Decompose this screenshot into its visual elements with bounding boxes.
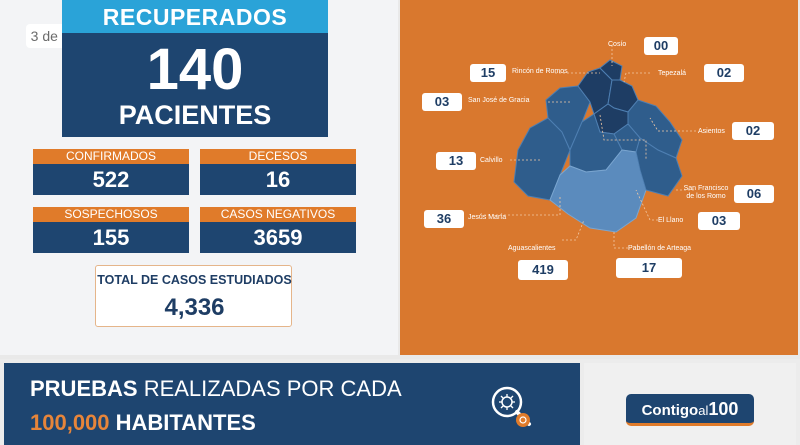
stat-value: 16	[265, 167, 291, 192]
bottom-line-1-bold: PRUEBAS	[30, 376, 138, 401]
brand-part-1: Contigo	[641, 402, 699, 419]
stat-decesos: DECESOS 16	[200, 149, 356, 195]
region-cosio	[599, 59, 623, 81]
label-jesus-maria: Jesús María	[468, 214, 507, 221]
stat-label: CONFIRMADOS	[33, 149, 189, 164]
stat-label: SOSPECHOSOS	[33, 207, 189, 222]
brand-part-3: 100	[708, 399, 739, 419]
label-pabellon-de-arteaga: Pabellón de Arteaga	[628, 245, 692, 252]
brand-part-2: al	[698, 403, 709, 418]
bottom-line-1: PRUEBAS REALIZADAS POR CADA	[30, 376, 402, 402]
contigo-al-100-logo: Contigoal100	[626, 394, 754, 426]
recuperados-card: RECUPERADOS 140 PACIENTES	[62, 0, 328, 137]
bottom-line-1-rest: REALIZADAS POR CADA	[137, 376, 402, 401]
label-rincon-de-romos: Rincón de Romos	[512, 68, 568, 75]
recuperados-count: 140	[146, 37, 244, 102]
value-aguascalientes: 419	[518, 260, 568, 280]
stat-value: 522	[92, 167, 130, 192]
label-asientos: Asientos	[698, 128, 725, 135]
recuperados-heading: RECUPERADOS	[102, 4, 288, 30]
map-panel: Cosío 00 15 Rincón de Romos Tepezalá 02 …	[400, 0, 798, 355]
recuperados-header: RECUPERADOS	[62, 0, 328, 33]
bottom-line-2: 100,000 HABITANTES	[30, 410, 256, 436]
stat-sospechosos: SOSPECHOSOS 155	[33, 207, 189, 253]
stat-label: DECESOS	[200, 149, 356, 164]
label-tepezala: Tepezalá	[658, 70, 687, 77]
stat-value: 155	[92, 225, 130, 250]
label-el-llano: El Llano	[658, 217, 684, 224]
recuperados-label: PACIENTES	[118, 100, 272, 130]
value-el-llano: 03	[698, 212, 740, 230]
total-title: TOTAL DE CASOS ESTUDIADOS	[97, 273, 292, 287]
value-jesus-maria: 36	[424, 210, 464, 228]
total-casos-box: TOTAL DE CASOS ESTUDIADOS 4,336	[95, 265, 292, 327]
label-san-jose-de-gracia: San José de Gracia	[468, 97, 530, 104]
value-pabellon-de-arteaga: 17	[616, 258, 682, 278]
label-calvillo: Calvillo	[480, 157, 503, 164]
value-san-jose-de-gracia: 03	[422, 93, 462, 111]
value-asientos: 02	[732, 122, 774, 140]
value-tepezala: 02	[704, 64, 744, 82]
value-san-francisco-de-los-romo: 06	[734, 185, 774, 203]
stat-confirmados: CONFIRMADOS 522	[33, 149, 189, 195]
leader-lines	[480, 45, 696, 249]
stat-negativos: CASOS NEGATIVOS 3659	[200, 207, 356, 253]
label-aguascalientes: Aguascalientes	[508, 245, 556, 252]
stat-value: 3659	[253, 225, 303, 250]
label-cosio: Cosío	[608, 41, 627, 48]
virus-search-icon	[491, 386, 531, 427]
value-calvillo: 13	[436, 152, 476, 170]
bottom-line-2-rest: HABITANTES	[109, 410, 256, 435]
region-calvillo	[513, 117, 571, 201]
stat-label: CASOS NEGATIVOS	[200, 207, 356, 222]
label-san-francisco-de-los-romo: San Francisco de los Romo	[683, 185, 729, 200]
total-value: 4,336	[164, 294, 225, 321]
value-cosio: 00	[644, 37, 678, 55]
bottom-message-panel	[4, 363, 580, 445]
value-rincon-de-romos: 15	[470, 64, 506, 82]
bottom-line-2-number: 100,000	[30, 410, 110, 435]
aguascalientes-map	[480, 45, 696, 249]
